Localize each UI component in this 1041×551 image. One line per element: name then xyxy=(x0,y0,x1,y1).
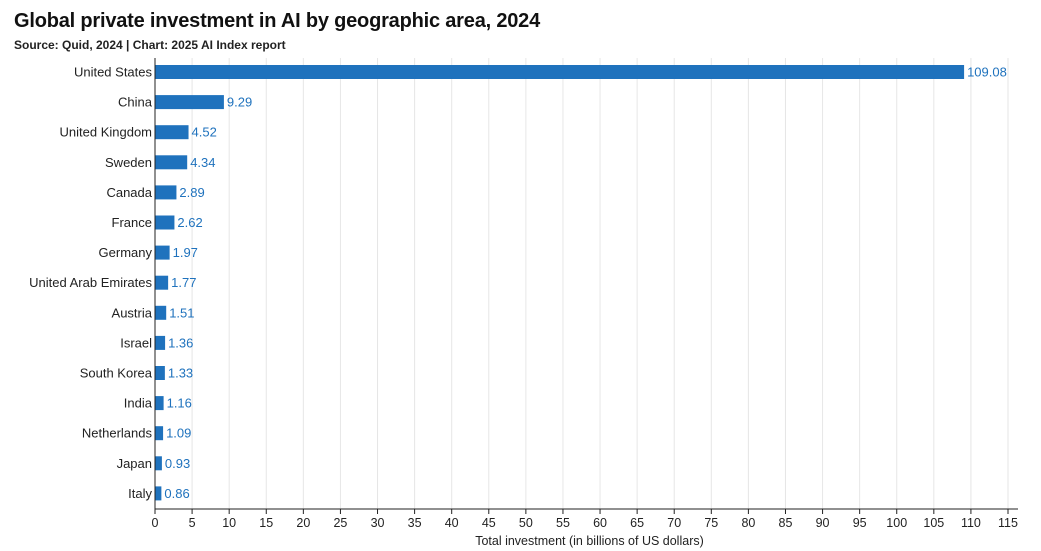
bars: United States 109.08 China 9.29 United Kingd… xyxy=(29,65,1007,501)
value-label: 1.51 xyxy=(169,305,194,320)
value-label: 1.77 xyxy=(171,275,196,290)
x-tick-label: 115 xyxy=(998,516,1018,530)
bar-south-korea xyxy=(155,366,165,380)
category-label: Sweden xyxy=(105,155,152,170)
category-label: Israel xyxy=(120,335,152,350)
chart-subtitle: Source: Quid, 2024 | Chart: 2025 AI Inde… xyxy=(14,38,286,52)
category-label: China xyxy=(118,95,153,110)
x-tick-label: 65 xyxy=(630,516,644,530)
x-tick-label: 60 xyxy=(593,516,607,530)
category-label: Italy xyxy=(128,486,152,501)
category-label: United States xyxy=(74,65,153,80)
x-tick-label: 25 xyxy=(333,516,347,530)
x-tick-label: 45 xyxy=(482,516,496,530)
bar-italy xyxy=(155,486,162,501)
value-label: 0.93 xyxy=(165,456,190,471)
category-label: United Arab Emirates xyxy=(29,275,152,290)
value-label: 1.36 xyxy=(168,335,193,350)
x-tick-label: 70 xyxy=(667,516,681,530)
category-label: Japan xyxy=(117,456,152,471)
bar-france xyxy=(155,215,175,230)
x-tick-label: 35 xyxy=(408,516,422,530)
bar-china xyxy=(155,95,224,110)
bar-india xyxy=(155,396,164,411)
x-tick-label: 90 xyxy=(816,516,830,530)
bar-united-kingdom xyxy=(155,125,189,140)
category-label: South Korea xyxy=(80,366,153,381)
x-tick-label: 80 xyxy=(741,516,755,530)
category-label: United Kingdom xyxy=(60,125,153,140)
x-tick-label: 85 xyxy=(779,516,793,530)
x-tick-label: 30 xyxy=(371,516,385,530)
value-label: 2.89 xyxy=(179,185,204,200)
value-label: 0.86 xyxy=(164,486,189,501)
bar-united-states xyxy=(155,65,965,79)
value-label: 109.08 xyxy=(967,65,1007,80)
x-tick-label: 105 xyxy=(923,516,944,530)
chart-title: Global private investment in AI by geogr… xyxy=(14,10,541,32)
bar-japan xyxy=(155,456,162,471)
category-label: Austria xyxy=(112,305,153,320)
x-tick-label: 50 xyxy=(519,516,533,530)
x-tick-label: 40 xyxy=(445,516,459,530)
bar-sweden xyxy=(155,155,188,170)
value-label: 2.62 xyxy=(177,215,202,230)
x-tick-label: 0 xyxy=(152,516,159,530)
value-label: 4.52 xyxy=(192,125,217,140)
category-label: Netherlands xyxy=(82,426,153,441)
x-axis-title: Total investment (in billions of US doll… xyxy=(475,534,704,548)
value-label: 1.09 xyxy=(166,426,191,441)
category-label: India xyxy=(124,396,153,411)
value-label: 1.16 xyxy=(167,396,192,411)
value-label: 1.97 xyxy=(173,245,198,260)
bar-israel xyxy=(155,335,166,350)
x-tick-label: 75 xyxy=(704,516,718,530)
x-tick-label: 55 xyxy=(556,516,570,530)
grid-lines xyxy=(191,58,1009,509)
x-tick-label: 95 xyxy=(853,516,867,530)
value-label: 1.33 xyxy=(168,366,193,381)
x-tick-label: 10 xyxy=(222,516,236,530)
category-label: Germany xyxy=(99,245,153,260)
category-label: Canada xyxy=(106,185,152,200)
x-tick-label: 110 xyxy=(961,516,981,530)
bar-netherlands xyxy=(155,426,164,441)
bar-germany xyxy=(155,245,170,260)
bar-canada xyxy=(155,185,177,200)
x-tick-label: 100 xyxy=(886,516,907,530)
value-label: 9.29 xyxy=(227,95,252,110)
category-label: France xyxy=(112,215,152,230)
value-label: 4.34 xyxy=(190,155,215,170)
bar-austria xyxy=(155,305,167,320)
x-tick-label: 20 xyxy=(296,516,310,530)
x-axis: 0 5 10 15 20 25 30 35 40 45 50 55 60 65 70 75 80 85 90 95 10… xyxy=(152,58,1018,530)
bar-united-arab-emirates xyxy=(155,275,169,290)
x-tick-label: 15 xyxy=(259,516,273,530)
x-tick-label: 5 xyxy=(189,516,196,530)
